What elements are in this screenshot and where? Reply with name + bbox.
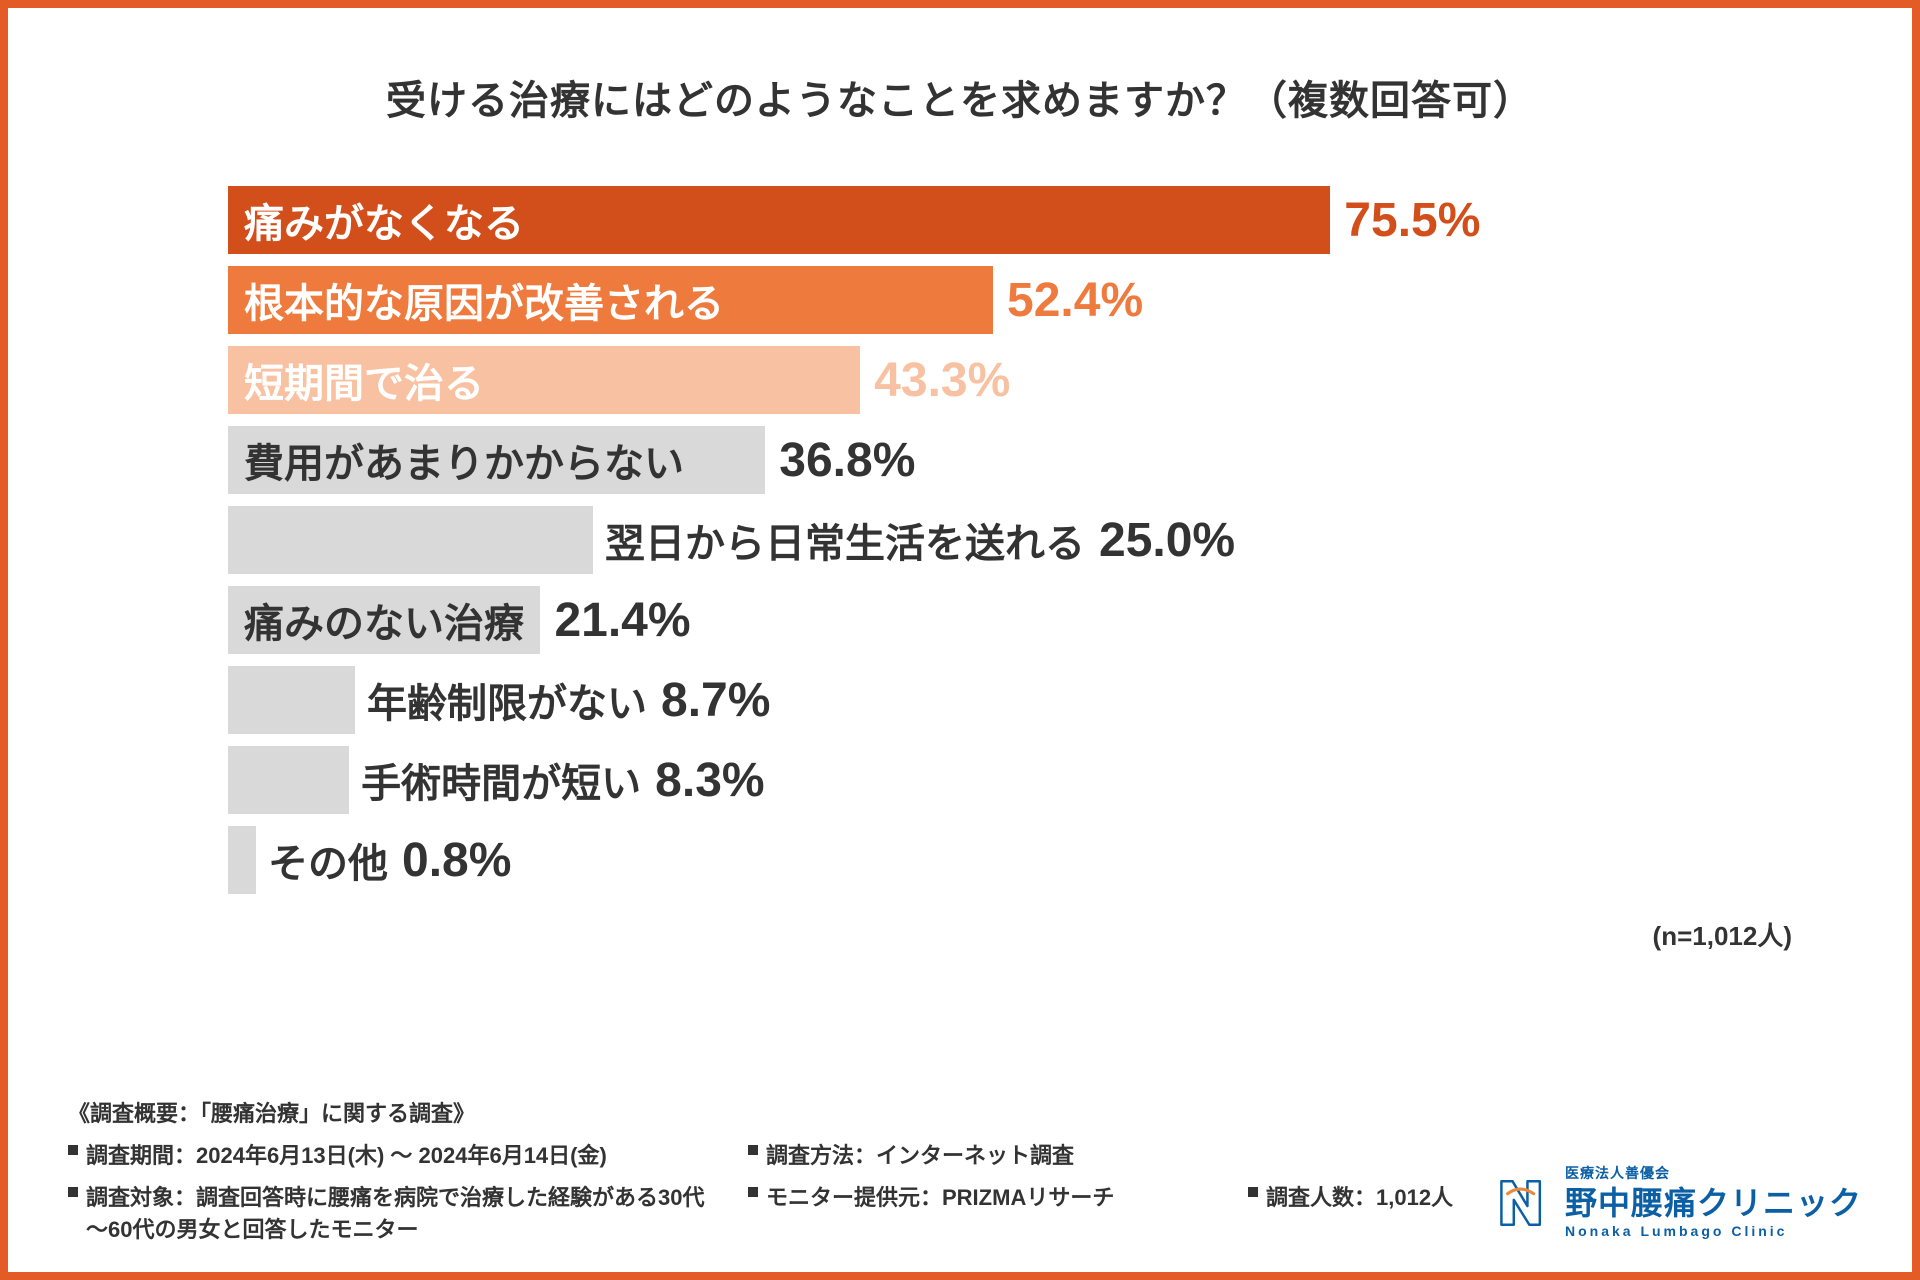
bar-percent: 8.7% bbox=[661, 673, 770, 728]
bar: 根本的な原因が改善される bbox=[228, 266, 993, 334]
bar bbox=[228, 826, 256, 894]
footer-item-text: 調査期間：2024年6月13日(木) ～ 2024年6月14日(金) bbox=[86, 1138, 607, 1170]
bar-percent: 8.3% bbox=[655, 753, 764, 808]
bar: 短期間で治る bbox=[228, 346, 860, 414]
bar-percent: 43.3% bbox=[874, 353, 1010, 408]
footer-item: 調査対象：調査回答時に腰痛を病院で治療した経験がある30代～60代の男女と回答し… bbox=[68, 1180, 708, 1244]
bar-percent: 52.4% bbox=[1007, 273, 1143, 328]
logo-superscript: 医療法人善優会 bbox=[1565, 1165, 1862, 1183]
logo-text: 医療法人善優会 野中腰痛クリニック Nonaka Lumbago Clinic bbox=[1565, 1165, 1862, 1240]
bar-label: 根本的な原因が改善される bbox=[244, 271, 724, 329]
bar-row: 費用があまりかからない 36.8% bbox=[228, 426, 1688, 494]
logo-mark-icon bbox=[1489, 1172, 1551, 1234]
bar-label: その他 bbox=[268, 831, 388, 889]
footer-item: モニター提供元：PRIZMAリサーチ bbox=[748, 1180, 1208, 1244]
bullet-icon bbox=[748, 1187, 758, 1197]
bullet-icon bbox=[1248, 1187, 1258, 1197]
logo-main-text: 野中腰痛クリニック bbox=[1565, 1183, 1862, 1223]
bar-row: 手術時間が短い 8.3% bbox=[228, 746, 1688, 814]
bar-percent: 36.8% bbox=[779, 433, 915, 488]
bar-label: 翌日から日常生活を送れる bbox=[605, 511, 1085, 569]
bar-label: 年齢制限がない bbox=[367, 671, 647, 729]
bar: 痛みがなくなる bbox=[228, 186, 1330, 254]
footer-item-text: 調査方法：インターネット調査 bbox=[766, 1138, 1074, 1170]
clinic-logo: 医療法人善優会 野中腰痛クリニック Nonaka Lumbago Clinic bbox=[1489, 1165, 1862, 1240]
bar-chart: 痛みがなくなる 75.5% 根本的な原因が改善される 52.4% 短期間で治る 43.3%… bbox=[228, 186, 1688, 894]
bar-label: 手術時間が短い bbox=[361, 751, 641, 809]
bar-row: 年齢制限がない 8.7% bbox=[228, 666, 1688, 734]
chart-frame: 受ける治療にはどのようなことを求めますか？（複数回答可） 痛みがなくなる 75.5… bbox=[0, 0, 1920, 1280]
bar-label: 短期間で治る bbox=[244, 351, 484, 409]
bar-row: 翌日から日常生活を送れる 25.0% bbox=[228, 506, 1688, 574]
bar-label: 痛みがなくなる bbox=[244, 191, 524, 249]
footer-item-text: モニター提供元：PRIZMAリサーチ bbox=[766, 1180, 1114, 1212]
bar-percent: 0.8% bbox=[402, 833, 511, 888]
footer-item-text: 調査人数：1,012人 bbox=[1266, 1180, 1453, 1212]
bar: 費用があまりかからない bbox=[228, 426, 765, 494]
bar-row: その他 0.8% bbox=[228, 826, 1688, 894]
footer-item-text: 調査対象：調査回答時に腰痛を病院で治療した経験がある30代～60代の男女と回答し… bbox=[86, 1180, 708, 1244]
footer-item: 調査期間：2024年6月13日(木) ～ 2024年6月14日(金) bbox=[68, 1138, 708, 1170]
logo-sub-text: Nonaka Lumbago Clinic bbox=[1565, 1223, 1862, 1241]
bar-row: 痛みがなくなる 75.5% bbox=[228, 186, 1688, 254]
footer-item: 調査方法：インターネット調査 bbox=[748, 1138, 1208, 1170]
bar-row: 痛みのない治療 21.4% bbox=[228, 586, 1688, 654]
bullet-icon bbox=[68, 1187, 78, 1197]
bar-row: 短期間で治る 43.3% bbox=[228, 346, 1688, 414]
bullet-icon bbox=[68, 1145, 78, 1155]
bar bbox=[228, 746, 349, 814]
bar-percent: 75.5% bbox=[1344, 193, 1480, 248]
sample-size-note: (n=1,012人) bbox=[8, 916, 1792, 953]
bar-label: 痛みのない治療 bbox=[244, 591, 524, 649]
bullet-icon bbox=[748, 1145, 758, 1155]
bar bbox=[228, 506, 593, 574]
bar-percent: 25.0% bbox=[1099, 513, 1235, 568]
bar bbox=[228, 666, 355, 734]
footer-title: 《調査概要：「腰痛治療」に関する調査》 bbox=[68, 1096, 1852, 1128]
bar: 痛みのない治療 bbox=[228, 586, 540, 654]
chart-title: 受ける治療にはどのようなことを求めますか？（複数回答可） bbox=[8, 68, 1912, 126]
bar-percent: 21.4% bbox=[554, 593, 690, 648]
bar-row: 根本的な原因が改善される 52.4% bbox=[228, 266, 1688, 334]
bar-label: 費用があまりかからない bbox=[244, 431, 684, 489]
